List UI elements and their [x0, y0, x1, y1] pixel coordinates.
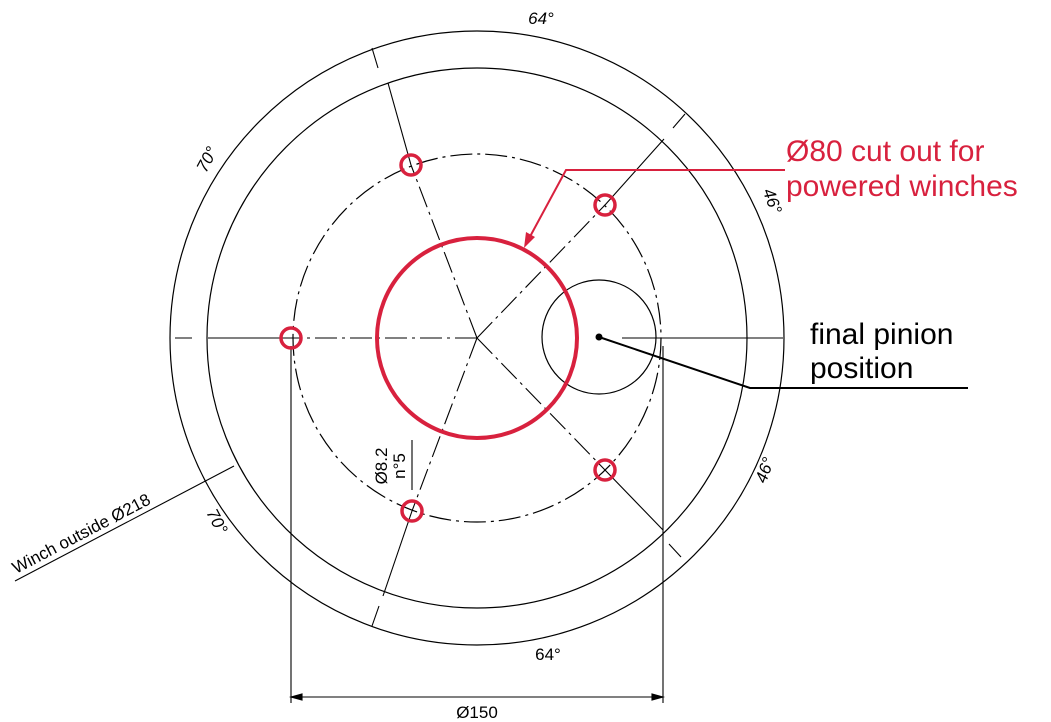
cutout-circle	[375, 236, 579, 440]
dimension-label: Ø150	[456, 703, 498, 722]
outer-circle	[169, 30, 785, 646]
winch-leader	[14, 465, 235, 582]
cutout-note-line2: powered winches	[786, 170, 1018, 203]
angle-label-upper-right: 46°	[759, 186, 786, 217]
bolt-hole	[279, 326, 303, 350]
dimension-line	[288, 346, 666, 703]
cutout-note-line1: Ø80 cut out for	[786, 135, 984, 168]
angle-label-lower-right: 46°	[752, 455, 779, 486]
angle-label-upper-left: 70°	[193, 143, 222, 175]
winch-note: Winch outside Ø218	[9, 490, 154, 578]
bolt-hole	[399, 153, 423, 177]
bolt-hole	[400, 499, 424, 523]
hole-note-count: n°5	[390, 453, 409, 479]
cutout-leader	[524, 169, 785, 248]
bolt-hole	[593, 193, 617, 217]
pinion-leader	[595, 333, 968, 389]
pinion-circle	[541, 279, 657, 395]
angle-label-bottom: 64°	[535, 645, 561, 664]
hole-note-diameter: Ø8.2	[372, 448, 391, 485]
angle-label-lower-left: 70°	[202, 506, 231, 538]
center-lines	[175, 47, 783, 627]
pinion-note-line2: position	[810, 352, 913, 385]
angle-label-top: 64°	[528, 9, 554, 28]
bolt-hole	[593, 458, 617, 482]
pinion-note-line1: final pinion	[810, 318, 953, 351]
